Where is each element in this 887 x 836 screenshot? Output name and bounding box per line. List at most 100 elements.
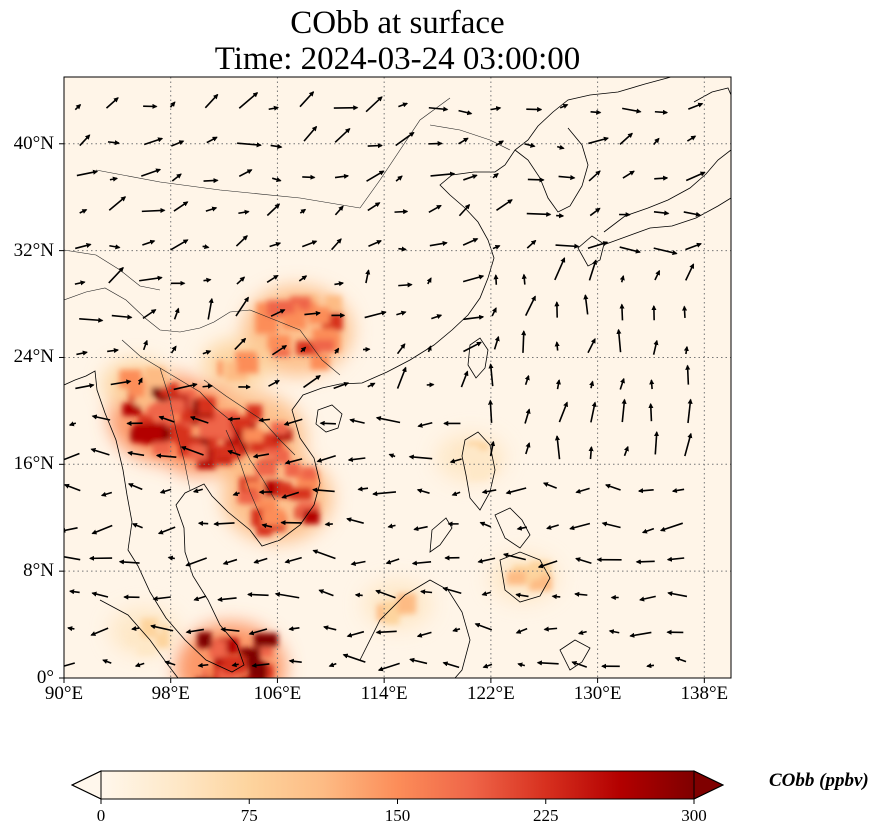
wind-arrow (629, 631, 652, 638)
wind-arrow (204, 93, 219, 109)
wind-arrow (170, 239, 189, 251)
wind-arrow (517, 662, 526, 668)
wind-arrow (127, 483, 143, 491)
wind-arrow (622, 170, 635, 179)
field-cell (144, 373, 167, 388)
wind-arrow (413, 525, 428, 532)
wind-arrow (408, 454, 433, 460)
wind-arrow (537, 560, 558, 569)
wind-arrow (170, 345, 177, 354)
wind-arrow (155, 453, 177, 459)
wind-arrow (571, 660, 588, 668)
wind-arrow (420, 589, 433, 595)
wind-arrow (220, 627, 240, 633)
cobb-field-detail (119, 295, 552, 698)
field-cell (129, 378, 145, 397)
wind-arrow (398, 246, 407, 252)
wind-arrow (588, 259, 598, 281)
wind-arrow (604, 483, 621, 491)
wind-arrow (653, 247, 678, 256)
wind-arrow (227, 449, 241, 457)
wind-arrow (269, 241, 282, 248)
wind-arrow (324, 521, 333, 527)
wind-arrow (270, 143, 283, 149)
wind-arrow (68, 589, 80, 595)
field-cell (141, 618, 158, 638)
wind-arrow (258, 417, 270, 423)
wind-arrow (477, 557, 496, 564)
wind-arrow (411, 560, 432, 566)
colorbar-tick-label: 0 (96, 806, 106, 825)
field-cell (202, 682, 223, 698)
wind-arrow (684, 432, 693, 457)
axis-ticks (59, 143, 705, 683)
lat-tick-label: 24°N (13, 346, 54, 368)
wind-arrow (357, 486, 369, 492)
field-cell (310, 354, 330, 370)
wind-arrow (107, 140, 120, 146)
wind-arrow (492, 172, 499, 179)
wind-arrow (328, 662, 337, 668)
wind-arrow (206, 136, 218, 144)
wind-arrow (79, 134, 91, 147)
wind-arrow (189, 415, 209, 424)
wind-arrow (248, 628, 268, 636)
wind-arrow (299, 91, 315, 108)
wind-arrow (236, 276, 246, 285)
field-cell (146, 402, 170, 417)
wind-vectors (64, 91, 706, 672)
field-cell (455, 445, 479, 463)
wind-arrow (458, 204, 471, 217)
field-cell (242, 429, 264, 442)
wind-arrow (524, 295, 536, 316)
wind-arrow (365, 96, 383, 113)
field-cell (397, 593, 417, 614)
wind-arrow (623, 445, 629, 457)
wind-arrow (619, 246, 641, 254)
wind-arrow (74, 280, 86, 286)
wind-arrow (460, 370, 469, 388)
lat-tick-label: 8°N (23, 560, 54, 582)
wind-arrow (365, 269, 371, 284)
wind-arrow (558, 401, 568, 423)
wind-arrow (619, 303, 625, 321)
wind-arrow (588, 136, 609, 145)
wind-arrow (139, 275, 163, 282)
wind-arrow (526, 239, 537, 249)
wind-arrow (134, 662, 145, 668)
wind-arrow (79, 317, 104, 323)
wind-arrow (300, 346, 307, 353)
wind-arrow (428, 106, 449, 112)
wind-arrow (375, 416, 401, 424)
wind-arrow (173, 307, 180, 320)
wind-arrow (648, 402, 654, 422)
wind-arrow (474, 622, 493, 631)
field-cell (197, 632, 212, 648)
wind-arrow (554, 257, 566, 281)
field-cell (290, 487, 313, 501)
wind-arrow (398, 282, 413, 288)
wind-arrow (428, 204, 442, 214)
wind-arrow (558, 174, 576, 181)
wind-arrow (169, 101, 176, 108)
wind-arrow (238, 92, 259, 109)
wind-arrow (524, 142, 536, 148)
wind-arrow (367, 202, 381, 212)
wind-arrow (493, 335, 500, 350)
wind-arrow (536, 660, 559, 666)
wind-arrow (546, 524, 559, 530)
wind-arrow (312, 487, 335, 493)
wind-arrow (90, 448, 110, 456)
wind-arrow (577, 630, 587, 636)
wind-arrow (574, 591, 588, 597)
wind-arrow (303, 375, 321, 389)
wind-arrow (622, 107, 642, 114)
wind-arrow (157, 526, 176, 535)
wind-arrow (588, 446, 594, 460)
wind-arrow (227, 416, 241, 422)
wind-arrow (449, 458, 462, 464)
lat-tick-label: 16°N (13, 453, 54, 475)
wind-arrow (452, 627, 461, 633)
wind-arrow (333, 382, 350, 390)
wind-arrow (64, 452, 80, 461)
